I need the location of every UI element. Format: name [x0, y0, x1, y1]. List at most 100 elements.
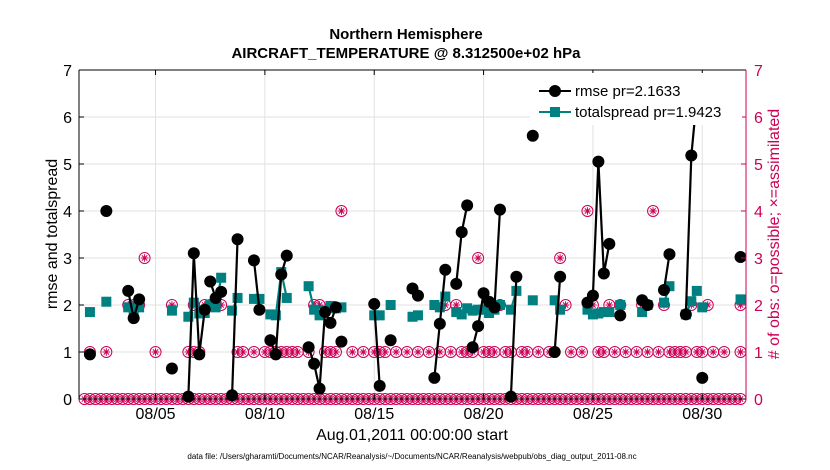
spread-point: [735, 294, 746, 305]
rmse-point: [696, 371, 709, 384]
obs-possible-marker: [581, 205, 594, 217]
obs-assimilated-marker: [452, 301, 461, 309]
obs-possible-marker: [554, 252, 567, 264]
rmse-point: [526, 129, 539, 142]
spread-point: [374, 310, 385, 321]
rmse-point: [313, 382, 326, 395]
rmse-line: [269, 255, 288, 355]
spread-point: [407, 311, 418, 322]
spread-point: [194, 308, 205, 319]
y-tick-label-right: 3: [754, 251, 763, 268]
rmse-point: [663, 248, 676, 261]
obs-point: [565, 346, 578, 358]
spread-point: [478, 304, 489, 315]
spread-point: [637, 307, 648, 318]
spread-point: [505, 304, 516, 315]
rmse-point: [493, 203, 506, 216]
obs-point: [718, 346, 731, 358]
y-tick-label-left: 1: [63, 345, 72, 362]
obs-possible-marker: [379, 346, 392, 358]
rmse-point: [439, 263, 452, 276]
spread-point: [166, 305, 177, 316]
spread-point: [205, 300, 216, 310]
obs-assimilated-marker: [474, 254, 482, 262]
rmse-point: [204, 275, 217, 288]
axes: [78, 69, 747, 400]
rmse-point: [215, 285, 228, 298]
y-tick-label-right: 7: [754, 63, 763, 80]
obs-assimilated-marker: [441, 301, 450, 309]
spread-point: [210, 302, 221, 313]
y-tick-label-left: 2: [63, 298, 72, 315]
x-axis-label: Aug.01,2011 00:00:00 start: [316, 427, 508, 444]
obs-point: [100, 346, 113, 358]
spread-point: [604, 307, 615, 318]
spread-point: [582, 304, 593, 315]
x-tick-label: 08/25: [573, 406, 613, 423]
spread-point: [555, 304, 566, 315]
spread-point: [462, 303, 473, 314]
rmse-point: [450, 277, 463, 290]
obs-assimilated-marker: [414, 348, 422, 356]
obs-assimilated-marker: [250, 348, 258, 356]
obs-assimilated-marker: [239, 348, 247, 356]
obs-point: [647, 205, 660, 217]
obs-possible-marker: [100, 346, 113, 358]
obs-assimilated-marker: [643, 348, 652, 356]
y-tick-label-left: 6: [63, 110, 72, 127]
rmse-point: [253, 303, 266, 316]
spread-point: [134, 302, 145, 313]
obs-assimilated-marker: [446, 348, 455, 356]
obs-assimilated-marker: [102, 348, 111, 356]
obs-possible-marker: [718, 346, 731, 358]
rmse-point: [319, 306, 332, 319]
y-tick-label-left: 7: [63, 63, 72, 80]
rmse-point: [548, 346, 561, 358]
obs-point: [554, 252, 567, 264]
legend: rmse pr=2.1633 totalspread pr=1.9423: [530, 73, 742, 125]
obs-assimilated-marker: [720, 348, 728, 356]
obs-point: [472, 252, 485, 264]
spread-point: [281, 292, 292, 303]
obs-assimilated-marker: [621, 348, 630, 356]
obs-assimilated-marker: [490, 348, 499, 356]
spread-point: [303, 281, 314, 292]
obs-assimilated-marker: [151, 348, 160, 356]
rmse-point: [302, 341, 315, 354]
rmse-point: [428, 371, 441, 384]
spread-point: [456, 309, 467, 320]
rmse-point: [269, 348, 282, 361]
spread-point: [270, 310, 281, 321]
rmse-point: [368, 298, 381, 311]
legend-label-spread: totalspread pr=1.9423: [575, 104, 721, 121]
rmse-point: [127, 312, 140, 325]
spread-point: [587, 309, 598, 320]
rmse-line: [230, 239, 239, 396]
obs-assimilated-marker: [436, 348, 444, 356]
spread-point: [216, 272, 227, 283]
spread-point: [309, 304, 320, 315]
grid-lines: [79, 70, 746, 399]
rmse-point: [122, 284, 135, 297]
obs-assimilated-marker: [649, 207, 657, 215]
x-tick-label: 08/15: [354, 406, 394, 423]
chart-title-line2: AIRCRAFT_TEMPERATURE @ 8.312500e+02 hPa: [231, 45, 581, 62]
spread-point: [664, 281, 675, 292]
rmse-point: [504, 390, 517, 403]
spread-point: [615, 300, 626, 310]
spread-point: [412, 310, 423, 321]
legend-marker-rmse: [549, 85, 561, 97]
y-tick-label-left: 4: [63, 204, 72, 221]
rmse-point: [641, 299, 654, 311]
y-tick-label-right: 5: [754, 157, 763, 174]
obs-possible-marker: [647, 205, 660, 217]
spread-point: [265, 309, 276, 320]
spread-point: [314, 310, 325, 321]
spread-point: [188, 297, 199, 308]
obs-point: [379, 346, 392, 358]
spread-point: [248, 293, 259, 304]
rmse-point: [614, 309, 627, 322]
x-tick-label: 08/30: [682, 406, 722, 423]
obs-assimilated-marker: [359, 348, 368, 356]
